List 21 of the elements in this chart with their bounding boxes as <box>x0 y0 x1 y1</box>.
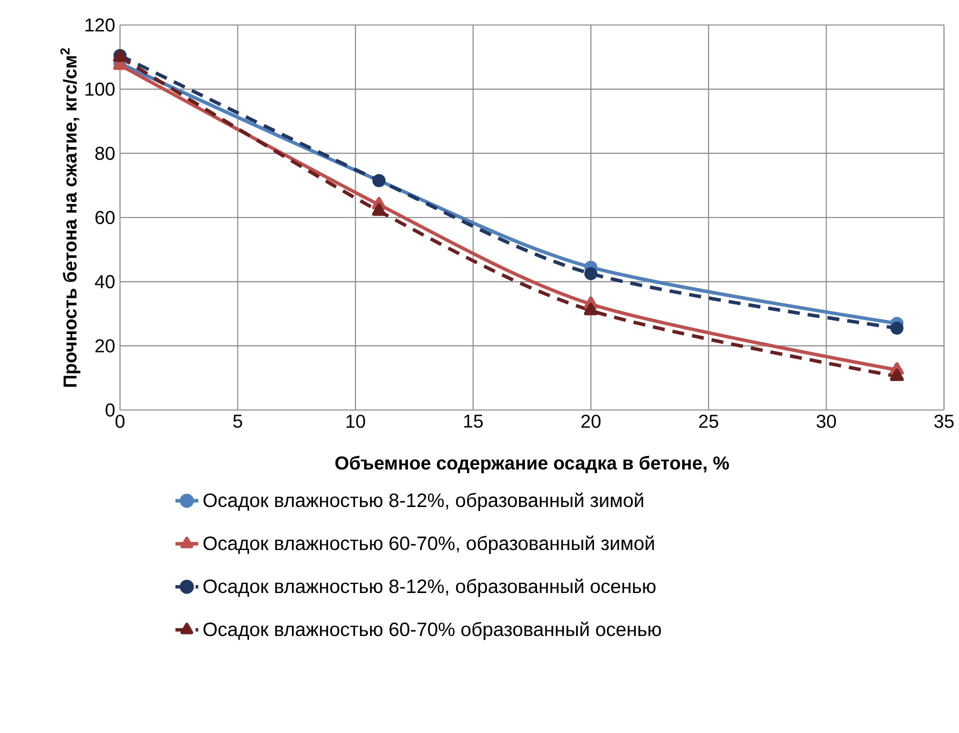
legend-label: Осадок влажностью 60-70% образованный осенью <box>204 622 661 640</box>
x-tick-label: 10 <box>346 414 366 428</box>
y-tick-label: 100 <box>86 82 115 96</box>
x-tick-label: 0 <box>116 414 124 428</box>
y-tick-label: 80 <box>95 146 115 160</box>
x-tick-label: 5 <box>233 414 242 428</box>
y-tick-label: 40 <box>94 275 115 288</box>
y-tick-label: 120 <box>86 18 115 32</box>
y-tick-label: 20 <box>95 339 115 352</box>
x-tick-label: 35 <box>934 414 954 428</box>
y-tick-label: 0 <box>106 403 115 417</box>
x-axis-title: Объемное содержание осадка в бетоне, % <box>335 456 729 474</box>
x-tick-label: 30 <box>816 414 836 428</box>
y-tick-label: 60 <box>95 210 115 224</box>
y-axis-title: Прочность бетона на сжатие, кгс/см$^{2}$ <box>60 48 80 387</box>
x-tick-label: 25 <box>699 414 718 428</box>
x-tick-label: 15 <box>464 414 483 428</box>
legend-label: Осадок влажностью 60-70%, образованный зимой <box>204 536 654 554</box>
legend-label: Осадок влажностью 8-12%, образованный зимой <box>204 492 644 511</box>
legend-label: Осадок влажностью 8-12%, образованный осенью <box>204 578 656 597</box>
x-tick-label: 20 <box>581 414 601 428</box>
